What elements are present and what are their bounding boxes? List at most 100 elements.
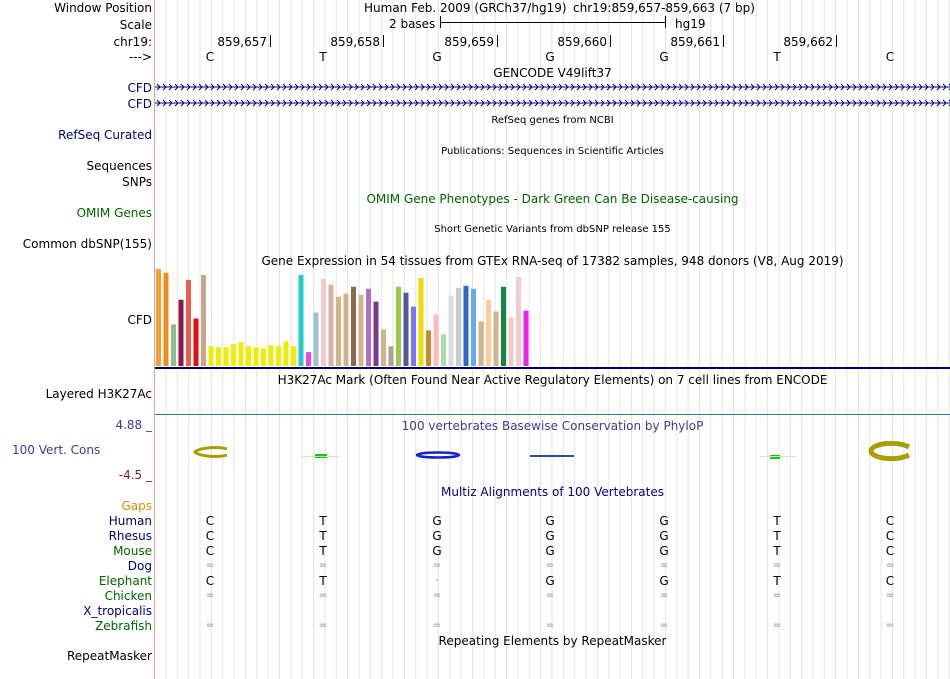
strand-arrow [252,83,257,91]
species-label[interactable]: Chicken [104,589,152,603]
strand-arrow [408,99,413,107]
strand-arrow [510,99,515,107]
strand-arrow [174,99,179,107]
gaps-label[interactable]: Gaps [121,499,152,513]
base-letter: C [205,50,215,64]
dbsnp-label[interactable]: Common dbSNP(155) [22,237,152,251]
strand-arrow [408,83,413,91]
multiz-title: Multiz Alignments of 100 Vertebrates [440,485,665,499]
strand-arrow [906,99,911,107]
strand-arrow [672,99,677,107]
strand-arrow [366,83,371,91]
cfd-track-label-1[interactable]: CFD [127,81,152,95]
strand-arrow [444,99,449,107]
omim-label[interactable]: OMIM Genes [76,206,152,220]
base-letter: G [545,50,555,64]
strand-arrow [912,99,917,107]
sequences-label[interactable]: Sequences [86,159,152,173]
strand-arrow [186,83,191,91]
species-label[interactable]: Zebrafish [95,619,152,633]
strand-arrow [588,83,593,91]
strand-arrow [714,83,719,91]
strand-arrow [492,83,497,91]
strand-arrow [846,99,851,107]
strand-arrow [810,83,815,91]
strand-arrow [702,83,707,91]
scale-assembly: hg19 [675,17,706,31]
strand-arrow [288,99,293,107]
base-letter: T [319,50,327,64]
coordinate-tick [836,35,837,47]
gtex-tissue-bar [516,276,521,366]
strand-arrow [792,99,797,107]
alignment-base: - [435,575,439,586]
strand-arrow [528,83,533,91]
gtex-tissue-bar [336,296,341,366]
strand-arrow [768,83,773,91]
strand-arrow [492,99,497,107]
strand-arrow [624,99,629,107]
strand-arrow [774,99,779,107]
alignment-base: C [205,544,215,558]
strand-arrow [726,83,731,91]
repeatmasker-label[interactable]: RepeatMasker [66,649,152,663]
snps-label[interactable]: SNPs [122,175,152,189]
strand-arrow [528,99,533,107]
strand-arrow [696,83,701,91]
strand-arrow [420,99,425,107]
gtex-tissue-bar [156,269,161,366]
publications-title: Publications: Sequences in Scientific Ar… [441,146,664,157]
strand-arrow [498,99,503,107]
strand-arrow [330,99,335,107]
repeatmasker-title: Repeating Elements by RepeatMasker [438,634,667,648]
strand-arrow [348,99,353,107]
strand-arrow [726,99,731,107]
species-label[interactable]: Human [108,514,152,528]
strand-arrow [798,83,803,91]
strand-arrow [420,83,425,91]
strand-arrow [504,99,509,107]
strand-arrow [324,99,329,107]
strand-arrow [690,99,695,107]
gtex-tissue-bar [351,286,356,366]
refseq-label[interactable]: RefSeq Curated [58,128,152,142]
gtex-tissue-bar [441,334,446,366]
gtex-label[interactable]: CFD [127,313,152,327]
strand-arrow [702,99,707,107]
strand-arrow [918,83,923,91]
gtex-tissue-bar [246,346,251,366]
h3k27ac-label[interactable]: Layered H3K27Ac [45,387,152,401]
h3k27ac-title: H3K27Ac Mark (Often Found Near Active Re… [277,373,828,387]
alignment-base: C [205,574,215,588]
strand-arrow [204,83,209,91]
phylop-label[interactable]: 100 Vert. Cons [12,443,101,457]
strand-arrow [672,83,677,91]
alignment-base: = [318,620,328,631]
scale-bar [440,22,666,23]
alignment-base: = [772,560,782,571]
strand-arrow [390,99,395,107]
strand-arrow [660,99,665,107]
species-label[interactable]: Rhesus [108,529,152,543]
gtex-bar-chart[interactable] [155,266,555,367]
strand-arrow [648,83,653,91]
species-label[interactable]: Elephant [98,574,152,588]
species-label[interactable]: X_tropicalis [83,604,152,618]
alignment-base: T [319,574,327,588]
alignment-base: = [772,620,782,631]
strand-arrow [300,83,305,91]
gencode-transcripts[interactable] [155,80,950,110]
strand-arrow [930,83,935,91]
strand-arrow [306,99,311,107]
strand-arrow [456,99,461,107]
strand-arrow [666,99,671,107]
coordinate-label: 859,662 [783,35,833,49]
alignment-base: = [205,560,215,571]
species-label[interactable]: Dog [127,559,152,573]
cfd-track-label-2[interactable]: CFD [127,97,152,111]
strand-arrow [834,83,839,91]
species-label[interactable]: Mouse [113,544,152,558]
phylop-min: -4.5 _ [118,468,152,482]
strand-arrow [636,83,641,91]
strand-arrow [840,83,845,91]
